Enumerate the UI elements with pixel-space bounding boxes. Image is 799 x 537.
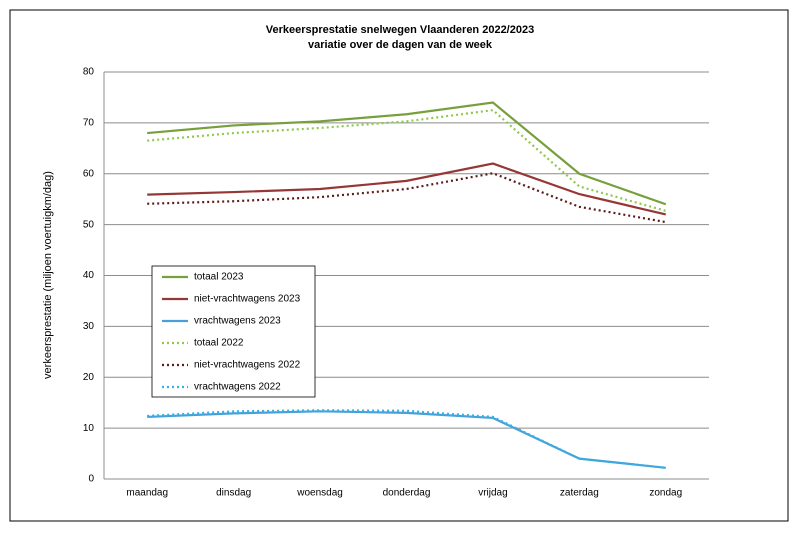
legend-box — [151, 265, 316, 398]
x-tick-label: maandag — [126, 488, 168, 499]
x-tick-label: woensdag — [296, 488, 343, 499]
chart-border — [9, 9, 789, 522]
x-tick-label: donderdag — [383, 488, 431, 499]
legend-label: niet-vrachtwagens 2023 — [194, 294, 301, 305]
y-tick-label: 40 — [83, 270, 95, 281]
x-tick-label: zondag — [649, 488, 682, 499]
x-tick-label: vrijdag — [478, 488, 507, 499]
legend-label: vrachtwagens 2022 — [194, 382, 281, 393]
chart-subtitle: variatie over de dagen van de week — [308, 39, 493, 51]
y-tick-label: 70 — [83, 118, 95, 129]
chart-title: Verkeersprestatie snelwegen Vlaanderen 2… — [266, 24, 534, 36]
y-tick-label: 0 — [88, 474, 94, 485]
y-tick-label: 80 — [83, 67, 95, 78]
line-series — [147, 109, 667, 212]
legend-label: totaal 2023 — [194, 272, 244, 283]
y-axis-label: verkeersprestatie (miljoen voertuigkm/da… — [42, 171, 54, 379]
y-tick-label: 60 — [83, 168, 95, 179]
line-series — [147, 101, 667, 206]
line-series — [147, 172, 666, 224]
line-series — [147, 162, 667, 216]
line-series — [147, 409, 666, 469]
legend-label: totaal 2022 — [194, 338, 244, 349]
x-tick-label: dinsdag — [216, 488, 251, 499]
y-tick-label: 20 — [83, 372, 95, 383]
y-tick-label: 50 — [83, 219, 95, 230]
legend-label: niet-vrachtwagens 2022 — [194, 360, 301, 371]
legend-label: vrachtwagens 2023 — [194, 316, 281, 327]
y-tick-label: 10 — [83, 423, 95, 434]
x-tick-label: zaterdag — [560, 488, 599, 499]
y-tick-label: 30 — [83, 321, 95, 332]
line-series — [147, 410, 666, 469]
